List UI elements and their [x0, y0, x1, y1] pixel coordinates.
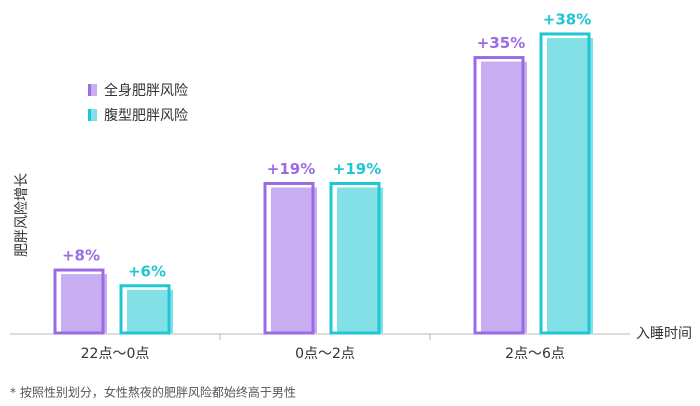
value-label: +19% — [333, 160, 381, 178]
x-tick-label: 22点～0点 — [81, 346, 150, 362]
legend-label: 腹型肥胖风险 — [104, 107, 188, 124]
legend-swatch — [88, 109, 97, 121]
bar-fill — [127, 289, 173, 333]
bar-fill — [547, 37, 593, 333]
legend-swatch-edge — [88, 109, 91, 121]
bar-outline — [473, 56, 525, 335]
value-label: +19% — [267, 160, 315, 178]
value-label: +8% — [62, 247, 100, 265]
x-tick-label: 0点～2点 — [295, 346, 355, 362]
bar-outline — [329, 181, 381, 335]
bar-fill — [481, 61, 527, 334]
footnote: * 按照性别划分，女性熬夜的肥胖风险都始终高于男性 — [10, 385, 296, 400]
value-label: +38% — [543, 10, 591, 28]
bar-outline — [53, 268, 105, 335]
bar-outline — [263, 181, 315, 335]
value-label: +6% — [128, 262, 166, 280]
value-label: +35% — [477, 34, 525, 52]
legend-label: 全身肥胖风险 — [104, 82, 188, 99]
y-axis-label: 肥胖风险增长 — [14, 173, 30, 257]
bar-fill — [271, 187, 317, 333]
x-tick-label: 2点～6点 — [505, 346, 565, 362]
bar-fill — [61, 274, 107, 333]
bar-outline — [539, 32, 591, 335]
x-axis-label: 入睡时间 — [636, 326, 692, 342]
bar-outline — [119, 284, 171, 335]
legend-swatch — [88, 84, 97, 96]
legend-swatch-edge — [88, 84, 91, 96]
bar-fill — [337, 187, 383, 333]
